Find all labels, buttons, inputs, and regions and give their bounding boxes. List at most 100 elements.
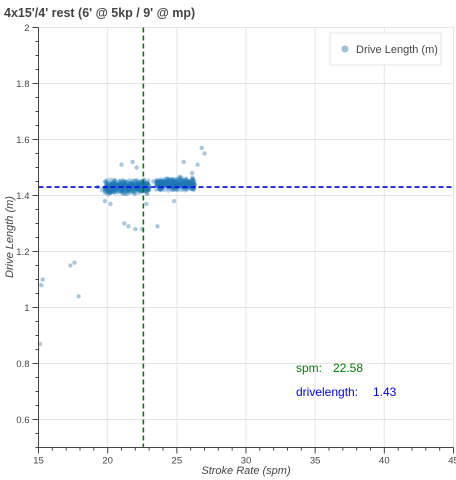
data-point [192, 181, 197, 187]
data-point [106, 189, 111, 194]
data-point [135, 181, 141, 186]
data-point [139, 179, 144, 184]
data-point [134, 181, 139, 187]
data-point [106, 189, 111, 195]
data-point [177, 182, 183, 188]
data-point [108, 188, 113, 193]
data-point [167, 177, 173, 183]
data-point [114, 187, 119, 193]
data-point [171, 178, 177, 184]
data-point [186, 181, 191, 186]
data-point [181, 178, 186, 184]
data-point [165, 182, 170, 188]
data-point [154, 177, 159, 183]
data-point [191, 182, 196, 188]
data-point [159, 178, 164, 184]
data-point [164, 180, 169, 185]
data-point [111, 178, 117, 183]
legend[interactable]: Drive Length (m) [329, 32, 442, 66]
data-point [138, 185, 144, 190]
data-point [164, 182, 169, 187]
data-point [162, 182, 168, 187]
data-point [155, 182, 161, 187]
data-point [176, 180, 181, 185]
data-point [166, 188, 171, 193]
data-point [154, 187, 159, 192]
data-point [109, 182, 114, 188]
data-point [123, 187, 128, 192]
data-point [195, 162, 200, 167]
data-point [125, 188, 130, 193]
data-point [161, 178, 167, 183]
data-point [183, 176, 189, 181]
data-point [160, 179, 165, 184]
data-point [107, 182, 112, 188]
data-point [124, 187, 130, 192]
data-point [115, 190, 120, 195]
data-point [176, 178, 181, 183]
data-point [123, 185, 128, 190]
data-point [121, 187, 126, 193]
data-point [164, 176, 169, 181]
data-point [138, 184, 143, 190]
data-point [134, 182, 140, 188]
data-point [169, 179, 175, 185]
data-point [164, 178, 170, 183]
data-point [156, 178, 162, 183]
data-point [174, 177, 180, 183]
data-point [138, 186, 144, 191]
data-point [143, 181, 148, 186]
data-point [103, 179, 108, 184]
y-tick-label: 1.4 [16, 191, 29, 202]
data-point [159, 182, 165, 187]
data-point [182, 182, 187, 187]
data-point [186, 183, 192, 188]
data-point [145, 181, 150, 187]
data-point [114, 182, 120, 188]
data-point [138, 183, 144, 189]
data-point [174, 179, 179, 185]
data-point [162, 183, 167, 188]
data-point [126, 224, 131, 229]
data-point [128, 188, 134, 194]
data-point [103, 187, 108, 192]
data-point [179, 179, 184, 184]
data-point [183, 182, 188, 188]
data-point [158, 187, 163, 192]
data-point [157, 179, 163, 185]
data-point [108, 177, 114, 183]
data-point [154, 182, 160, 188]
data-point [189, 181, 195, 187]
data-point [137, 186, 143, 192]
data-point [104, 178, 110, 183]
data-point [192, 182, 197, 188]
data-point [166, 179, 172, 185]
data-point [137, 181, 142, 187]
x-tick-label: 30 [241, 456, 252, 467]
data-point [171, 178, 177, 184]
data-point [185, 179, 190, 184]
data-point [169, 181, 174, 187]
data-point [172, 180, 178, 186]
data-point [138, 186, 143, 191]
data-point [108, 189, 113, 194]
data-point [180, 184, 185, 190]
data-point [130, 189, 135, 194]
data-point [170, 184, 176, 189]
data-point [139, 184, 144, 190]
data-point [190, 177, 195, 182]
annotation-spm-label: spm: [296, 361, 322, 375]
y-tick-label: 0.6 [16, 415, 29, 426]
data-point [176, 180, 181, 185]
data-point [171, 181, 176, 187]
data-point [130, 183, 136, 188]
data-point [110, 189, 116, 194]
data-point [159, 181, 165, 187]
data-point [160, 179, 165, 185]
data-point [164, 180, 169, 186]
data-point [122, 182, 127, 188]
data-point [107, 184, 112, 190]
data-point [136, 180, 142, 185]
data-point [158, 187, 163, 193]
data-point [129, 184, 134, 190]
